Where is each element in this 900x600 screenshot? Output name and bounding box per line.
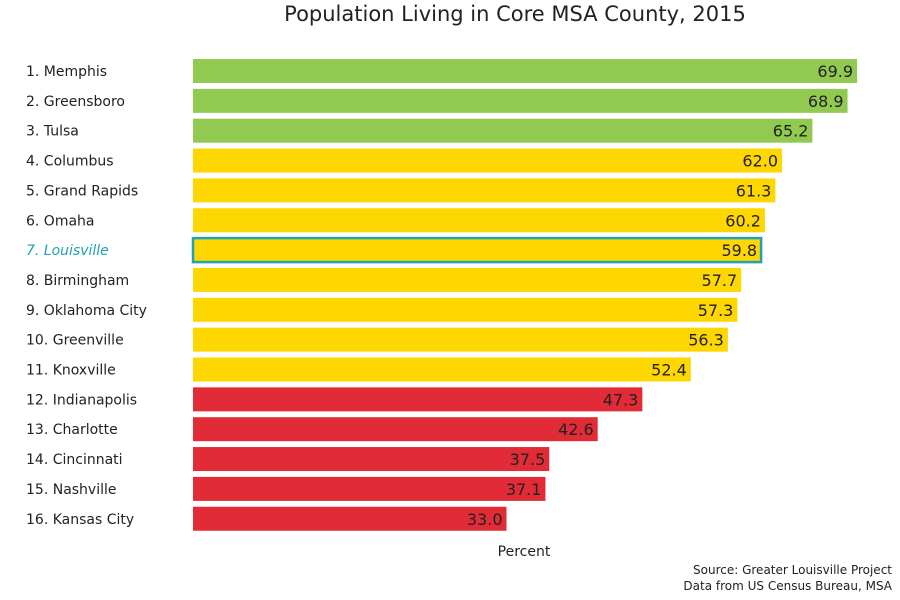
category-label-omaha: 6. Omaha: [26, 213, 95, 229]
value-label-kansas-city: 33.0: [467, 510, 503, 529]
category-label-kansas-city: 16. Kansas City: [26, 512, 134, 528]
category-label-columbus: 4. Columbus: [26, 154, 114, 170]
source-line: Source: Greater Louisville Project: [693, 563, 892, 577]
bar-cincinnati: [193, 447, 550, 472]
bar-knoxville: [193, 357, 691, 382]
category-label-greenville: 10. Greenville: [26, 333, 124, 349]
category-label-tulsa: 3. Tulsa: [26, 124, 79, 140]
bar-memphis: [193, 59, 858, 83]
category-label-oklahoma-city: 9. Oklahoma City: [26, 303, 147, 319]
bar-nashville: [193, 476, 546, 501]
value-label-greensboro: 68.9: [808, 92, 844, 111]
value-label-grand-rapids: 61.3: [736, 181, 772, 200]
value-label-knoxville: 52.4: [651, 361, 687, 380]
category-label-grand-rapids: 5. Grand Rapids: [26, 183, 138, 199]
bar-columbus: [193, 148, 782, 173]
bar-greenville: [193, 327, 728, 352]
chart-title: Population Living in Core MSA County, 20…: [284, 2, 746, 26]
bar-greensboro: [193, 88, 848, 113]
bar-tulsa: [193, 118, 813, 143]
value-label-omaha: 60.2: [725, 211, 761, 230]
category-label-indianapolis: 12. Indianapolis: [26, 392, 137, 408]
bar-kansas-city: [193, 506, 507, 531]
category-label-charlotte: 13. Charlotte: [26, 422, 118, 438]
category-label-cincinnati: 14. Cincinnati: [26, 452, 123, 468]
source-note: Source: Greater Louisville Project Data …: [683, 562, 892, 594]
category-label-louisville: 7. Louisville: [26, 243, 109, 259]
bar-louisville: [191, 236, 763, 264]
value-label-memphis: 69.9: [817, 62, 853, 81]
category-label-greensboro: 2. Greensboro: [26, 94, 125, 110]
bar-indianapolis: [193, 387, 643, 412]
value-label-columbus: 62.0: [742, 152, 778, 171]
value-label-louisville: 59.8: [721, 241, 757, 260]
bar-birmingham: [193, 267, 742, 292]
category-label-memphis: 1. Memphis: [26, 64, 107, 80]
value-label-greenville: 56.3: [688, 331, 724, 350]
bar-charlotte: [193, 417, 598, 442]
value-label-tulsa: 65.2: [773, 122, 809, 141]
bar-grand-rapids: [193, 178, 776, 203]
value-label-oklahoma-city: 57.3: [698, 301, 734, 320]
x-axis-label: Percent: [497, 544, 551, 560]
bar-omaha: [193, 208, 765, 233]
value-label-indianapolis: 47.3: [603, 390, 639, 409]
data-source-line: Data from US Census Bureau, MSA: [683, 579, 892, 593]
value-label-nashville: 37.1: [506, 480, 542, 499]
value-label-cincinnati: 37.5: [510, 450, 546, 469]
category-label-knoxville: 11. Knoxville: [26, 363, 116, 379]
category-label-birmingham: 8. Birmingham: [26, 273, 129, 289]
bar-oklahoma-city: [193, 297, 738, 322]
value-label-birmingham: 57.7: [702, 271, 738, 290]
value-label-charlotte: 42.6: [558, 420, 594, 439]
category-label-nashville: 15. Nashville: [26, 482, 117, 498]
